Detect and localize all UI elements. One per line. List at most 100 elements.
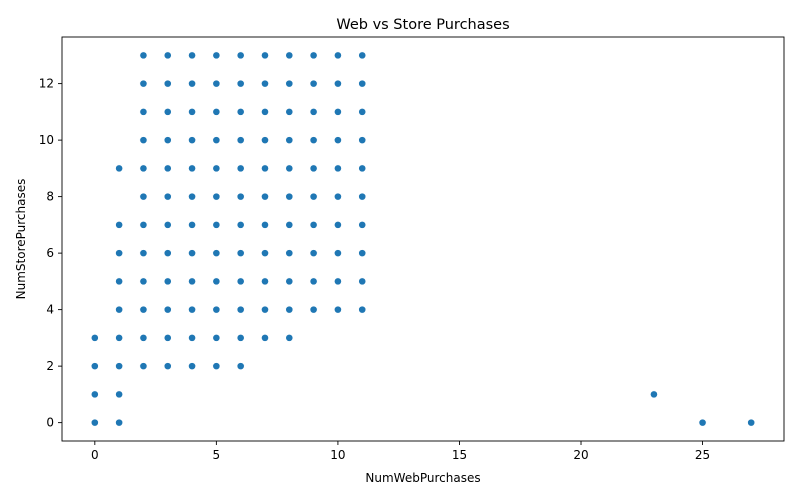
data-point bbox=[309, 107, 318, 116]
data-point bbox=[285, 136, 294, 145]
data-point bbox=[334, 107, 342, 116]
data-point bbox=[90, 418, 99, 427]
data-point bbox=[212, 362, 221, 371]
data-point bbox=[261, 79, 269, 88]
data-point bbox=[139, 164, 148, 173]
data-point bbox=[285, 305, 294, 314]
data-point bbox=[334, 51, 342, 60]
x-tick-label: 20 bbox=[573, 448, 588, 462]
data-point bbox=[139, 192, 148, 201]
data-point bbox=[188, 79, 196, 88]
data-point bbox=[236, 305, 245, 314]
data-point bbox=[334, 164, 342, 173]
data-point bbox=[358, 107, 367, 116]
data-point bbox=[309, 192, 318, 201]
data-point bbox=[163, 305, 172, 314]
data-point bbox=[236, 277, 245, 286]
data-point bbox=[188, 136, 196, 145]
data-point bbox=[163, 164, 172, 173]
data-point bbox=[212, 79, 221, 88]
data-point bbox=[334, 249, 342, 258]
data-point bbox=[163, 192, 172, 201]
data-point bbox=[212, 136, 221, 145]
y-tick-label: 0 bbox=[46, 416, 54, 430]
data-point bbox=[261, 136, 269, 145]
data-point bbox=[139, 333, 148, 342]
data-point bbox=[115, 418, 124, 427]
data-point bbox=[261, 249, 269, 258]
data-point bbox=[358, 79, 367, 88]
data-point bbox=[188, 220, 196, 229]
data-point bbox=[115, 333, 124, 342]
data-point bbox=[261, 51, 269, 60]
data-point bbox=[285, 249, 294, 258]
data-point bbox=[163, 333, 172, 342]
data-point bbox=[334, 305, 342, 314]
points-layer bbox=[90, 51, 756, 427]
data-point bbox=[188, 333, 196, 342]
data-point bbox=[212, 51, 221, 60]
data-point bbox=[115, 390, 124, 399]
chart-title: Web vs Store Purchases bbox=[336, 17, 509, 33]
data-point bbox=[309, 51, 318, 60]
data-point bbox=[163, 220, 172, 229]
data-point bbox=[188, 277, 196, 286]
data-point bbox=[236, 220, 245, 229]
data-point bbox=[309, 136, 318, 145]
data-point bbox=[358, 164, 367, 173]
data-point bbox=[139, 249, 148, 258]
y-axis-label: NumStorePurchases bbox=[14, 179, 28, 300]
data-point bbox=[747, 418, 756, 427]
data-point bbox=[212, 164, 221, 173]
ticks-layer: 0 5 10 15 20 25 0 2 4 6 8 10 12 bbox=[39, 77, 710, 462]
data-point bbox=[358, 249, 367, 258]
data-point bbox=[358, 136, 367, 145]
data-point bbox=[212, 107, 221, 116]
x-tick-label: 5 bbox=[213, 448, 221, 462]
data-point bbox=[188, 107, 196, 116]
y-tick-label: 2 bbox=[46, 359, 54, 373]
data-point bbox=[212, 305, 221, 314]
data-point bbox=[261, 164, 269, 173]
data-point bbox=[236, 136, 245, 145]
data-point bbox=[261, 277, 269, 286]
y-tick-label: 4 bbox=[46, 303, 54, 317]
data-point bbox=[90, 333, 99, 342]
data-point bbox=[139, 362, 148, 371]
data-point bbox=[188, 164, 196, 173]
data-point bbox=[212, 192, 221, 201]
data-point bbox=[212, 249, 221, 258]
y-tick-label: 8 bbox=[46, 190, 54, 204]
data-point bbox=[334, 136, 342, 145]
data-point bbox=[163, 51, 172, 60]
data-point bbox=[115, 277, 124, 286]
data-point bbox=[334, 277, 342, 286]
x-tick-label: 25 bbox=[695, 448, 710, 462]
data-point bbox=[334, 192, 342, 201]
data-point bbox=[261, 107, 269, 116]
data-point bbox=[188, 51, 196, 60]
data-point bbox=[212, 277, 221, 286]
data-point bbox=[309, 220, 318, 229]
data-point bbox=[334, 79, 342, 88]
data-point bbox=[115, 305, 124, 314]
data-point bbox=[236, 249, 245, 258]
data-point bbox=[285, 277, 294, 286]
data-point bbox=[285, 164, 294, 173]
y-tick-label: 10 bbox=[39, 133, 54, 147]
data-point bbox=[334, 220, 342, 229]
data-point bbox=[236, 362, 245, 371]
data-point bbox=[163, 107, 172, 116]
data-point bbox=[163, 362, 172, 371]
data-point bbox=[261, 192, 269, 201]
data-point bbox=[139, 305, 148, 314]
data-point bbox=[358, 305, 367, 314]
data-point bbox=[358, 277, 367, 286]
plot-frame bbox=[61, 36, 785, 442]
data-point bbox=[163, 136, 172, 145]
data-point bbox=[236, 51, 245, 60]
data-point bbox=[285, 220, 294, 229]
x-tick-label: 15 bbox=[452, 448, 467, 462]
data-point bbox=[309, 164, 318, 173]
